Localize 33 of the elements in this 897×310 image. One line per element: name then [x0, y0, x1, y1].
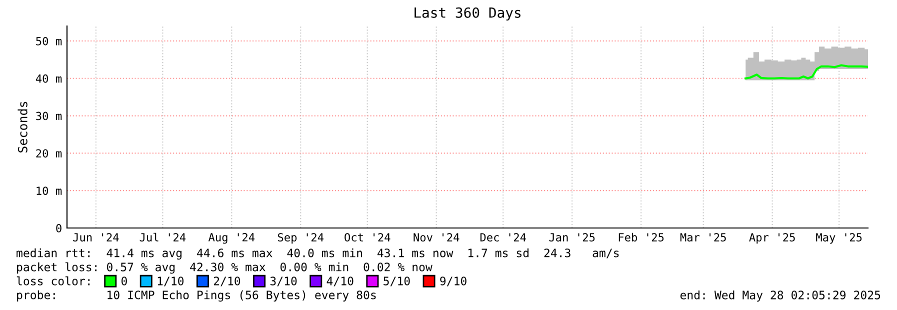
y-tick-label: 30 m — [36, 112, 62, 120]
legend-label: 3/10 — [270, 276, 297, 286]
x-tick-label: Jul '24 — [140, 232, 186, 242]
x-tick-label: Sep '24 — [278, 233, 324, 244]
legend-label: 2/10 — [214, 276, 240, 286]
x-tick-label: Dec '24 — [480, 233, 526, 242]
line-series — [744, 64, 868, 80]
x-tick-label: May '25 — [816, 233, 862, 244]
x-tick-label: Nov '24 — [414, 233, 460, 242]
x-tick-label: Jan '25 — [549, 233, 595, 242]
y-tick-label: 50 m — [36, 36, 62, 46]
x-tick-label: Oct '24 — [344, 233, 390, 242]
text: loss color: — [16, 276, 90, 286]
x-tick-label: Apr '25 — [749, 233, 795, 244]
y-tick-label: 20 m — [36, 149, 62, 158]
x-tick-label: Feb '25 — [618, 232, 664, 242]
x-tick-label: Mar '25 — [680, 233, 726, 242]
text: probe: 10 ICMP Echo Pings (56 Bytes) every 80s — [17, 290, 376, 302]
y-axis-title: Seconds — [18, 102, 28, 152]
legend-label: 9/10 — [440, 276, 466, 286]
text: packet loss: 0.57 % avg 42.30 % max 0.00 % min 0.02 % now — [17, 262, 432, 274]
y-tick-label: 10 m — [36, 186, 62, 195]
text: end: Wed May 28 02:05:29 2025 — [680, 290, 880, 302]
legend-label: 1/10 — [158, 276, 184, 286]
x-tick-label: Aug '24 — [208, 233, 255, 244]
legend-label: 4/10 — [326, 276, 354, 286]
legend-label: 5/10 — [384, 276, 410, 286]
legend-label: 0 — [122, 276, 127, 286]
y-tick-label: 40 m — [36, 74, 62, 83]
chart-title: Last 360 Days — [414, 7, 520, 21]
x-tick-label: Jun '24 — [73, 233, 119, 242]
y-tick-label: 0 — [56, 224, 62, 232]
text: median rtt: 41.4 ms avg 44.6 ms max 40.0 ms min 43.1 ms now 1.7 ms sd 24.3 am/s — [16, 248, 619, 260]
